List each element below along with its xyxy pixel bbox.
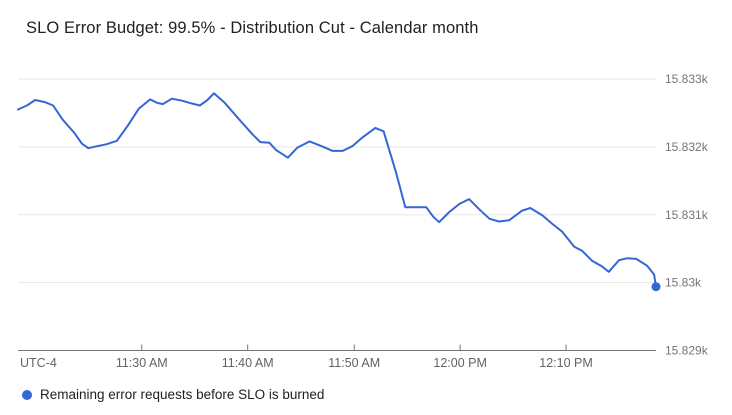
x-tick-label: 11:40 AM	[222, 356, 274, 370]
y-tick-label: 15.831k	[665, 208, 709, 222]
y-tick-label: 15.832k	[665, 140, 709, 154]
x-tick-label: 11:30 AM	[116, 356, 168, 370]
x-tick-label: 12:10 PM	[539, 356, 593, 370]
y-tick-label: 15.833k	[665, 72, 709, 86]
y-tick-label: 15.83k	[665, 276, 702, 290]
legend-series-label: Remaining error requests before SLO is b…	[40, 387, 325, 402]
slo-budget-line	[17, 92, 657, 288]
legend-item[interactable]: Remaining error requests before SLO is b…	[22, 387, 324, 402]
x-tick-label: 12:00 PM	[433, 356, 487, 370]
x-tick-label: 11:50 AM	[328, 356, 380, 370]
latest-point-marker	[651, 282, 661, 292]
y-tick-label: 15.829k	[665, 344, 709, 358]
chart-title: SLO Error Budget: 99.5% - Distribution C…	[26, 19, 479, 37]
timezone-label: UTC-4	[20, 356, 57, 370]
legend-series-marker-icon	[22, 389, 32, 400]
